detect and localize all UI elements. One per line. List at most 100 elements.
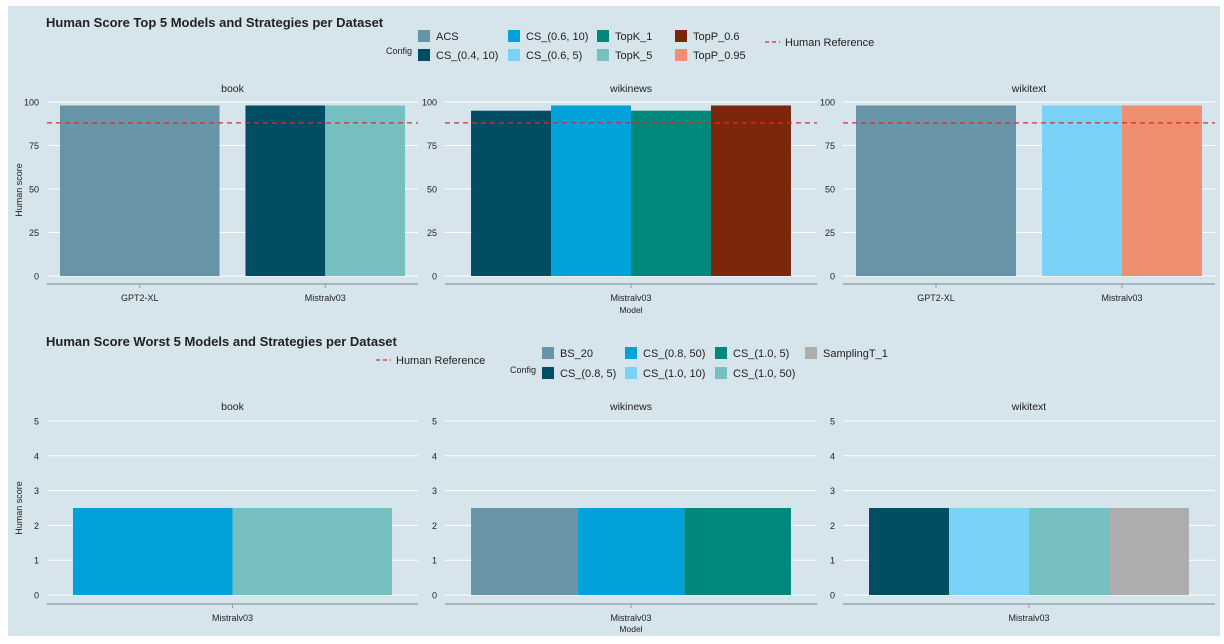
bar-mistralv03-cs-0-6-10 bbox=[551, 105, 631, 276]
legend-swatch-cs-0-4-10 bbox=[418, 49, 430, 61]
bar-mistralv03-cs-0-8-5 bbox=[869, 508, 950, 595]
legend-label-cs-1-0-10: CS_(1.0, 10) bbox=[643, 368, 705, 380]
bar-mistralv03-cs-0-4-10 bbox=[245, 105, 326, 276]
bar-mistralv03-cs-0-6-5 bbox=[1042, 105, 1122, 276]
legend-swatch-cs-0-8-5 bbox=[542, 367, 554, 379]
legend-label-cs-1-0-5: CS_(1.0, 5) bbox=[733, 348, 789, 360]
top-legend-reference-label: Human Reference bbox=[785, 37, 874, 49]
y-tick-label: 1 bbox=[830, 556, 835, 566]
bar-gpt2-xl-acs bbox=[59, 105, 220, 276]
x-tick-label: Mistralv03 bbox=[1101, 293, 1142, 303]
legend-swatch-topp-0-6 bbox=[675, 30, 687, 42]
y-tick-label: 50 bbox=[825, 185, 835, 195]
y-tick-label: 4 bbox=[34, 451, 39, 461]
bottom-x-axis-label: Model bbox=[619, 624, 642, 634]
y-tick-label: 75 bbox=[825, 141, 835, 151]
bar-mistralv03-topp-0-95 bbox=[1122, 105, 1202, 276]
y-tick-label: 2 bbox=[34, 521, 39, 531]
top-chart-panels: book 0 25 50 75 100 GPT2-XL Mistralv03 wikinews 0… bbox=[24, 83, 1215, 303]
bar-mistralv03-bs-20 bbox=[471, 508, 578, 595]
legend-label-bs-20: BS_20 bbox=[560, 348, 593, 360]
x-tick-label: GPT2-XL bbox=[917, 293, 955, 303]
y-tick-label: 75 bbox=[29, 141, 39, 151]
legend-swatch-cs-0-8-50 bbox=[625, 347, 637, 359]
top-panel-wikinews: wikinews 0 25 50 75 100 Mistralv03 bbox=[422, 83, 817, 303]
top-legend-title: Config bbox=[386, 46, 412, 56]
y-tick-label: 0 bbox=[830, 591, 835, 601]
bar-mistralv03-cs-0-4-10 bbox=[471, 110, 552, 276]
legend-label-topp-0-95: TopP_0.95 bbox=[693, 50, 746, 62]
bottom-panel-wikitext: wikitext 0 1 2 3 4 5 Mistralv03 bbox=[830, 401, 1215, 623]
legend-swatch-bs-20 bbox=[542, 347, 554, 359]
x-tick-label: GPT2-XL bbox=[121, 293, 159, 303]
bottom-chart-legend: Human Reference Config BS_20 CS_(0.8, 50)… bbox=[376, 347, 888, 380]
legend-swatch-cs-1-0-50 bbox=[715, 367, 727, 379]
bar-mistralv03-cs-1-0-50 bbox=[232, 508, 393, 595]
y-tick-label: 2 bbox=[432, 521, 437, 531]
y-tick-label: 4 bbox=[432, 451, 437, 461]
bottom-chart-title: Human Score Worst 5 Models and Strategie… bbox=[46, 334, 398, 349]
top-x-axis-label: Model bbox=[619, 305, 642, 315]
y-tick-label: 0 bbox=[830, 272, 835, 282]
y-tick-label: 100 bbox=[422, 98, 437, 108]
legend-label-cs-0-6-10: CS_(0.6, 10) bbox=[526, 31, 588, 43]
bar-mistralv03-cs-1-0-5 bbox=[684, 508, 791, 595]
legend-swatch-topp-0-95 bbox=[675, 49, 687, 61]
facet-label: wikinews bbox=[609, 83, 652, 95]
y-tick-label: 3 bbox=[830, 486, 835, 496]
top-panel-wikitext: wikitext 0 25 50 75 100 GPT2-XL Mistralv03 bbox=[820, 83, 1215, 303]
y-tick-label: 3 bbox=[432, 486, 437, 496]
y-tick-label: 0 bbox=[34, 272, 39, 282]
y-tick-label: 2 bbox=[830, 521, 835, 531]
facet-label: wikitext bbox=[1011, 83, 1047, 95]
x-tick-label: Mistralv03 bbox=[212, 613, 253, 623]
facet-label: wikitext bbox=[1011, 401, 1047, 413]
legend-label-cs-0-4-10: CS_(0.4, 10) bbox=[436, 50, 498, 62]
bar-mistralv03-cs-0-8-50 bbox=[72, 508, 233, 595]
y-tick-label: 4 bbox=[830, 451, 835, 461]
legend-swatch-topk-5 bbox=[597, 49, 609, 61]
top-chart-title: Human Score Top 5 Models and Strategies … bbox=[46, 15, 384, 30]
y-tick-label: 50 bbox=[427, 185, 437, 195]
legend-swatch-acs bbox=[418, 30, 430, 42]
y-tick-label: 50 bbox=[29, 185, 39, 195]
legend-swatch-topk-1 bbox=[597, 30, 609, 42]
legend-swatch-cs-0-6-5 bbox=[508, 49, 520, 61]
y-tick-label: 3 bbox=[34, 486, 39, 496]
legend-label-cs-1-0-50: CS_(1.0, 50) bbox=[733, 368, 795, 380]
legend-swatch-cs-1-0-10 bbox=[625, 367, 637, 379]
legend-label-cs-0-6-5: CS_(0.6, 5) bbox=[526, 50, 582, 62]
bottom-chart-panels: book 0 1 2 3 4 5 Mistralv03 wikinews 0 1 2 3 4 5 Mistra… bbox=[34, 401, 1215, 623]
legend-label-topp-0-6: TopP_0.6 bbox=[693, 31, 739, 43]
x-tick-label: Mistralv03 bbox=[610, 293, 651, 303]
bar-mistralv03-topk-5 bbox=[325, 105, 406, 276]
legend-label-cs-0-8-50: CS_(0.8, 50) bbox=[643, 348, 705, 360]
bar-mistralv03-topp-0-6 bbox=[710, 105, 791, 276]
x-tick-label: Mistralv03 bbox=[1008, 613, 1049, 623]
legend-swatch-cs-0-6-10 bbox=[508, 30, 520, 42]
bottom-panel-book: book 0 1 2 3 4 5 Mistralv03 bbox=[34, 401, 418, 623]
x-tick-label: Mistralv03 bbox=[305, 293, 346, 303]
y-tick-label: 1 bbox=[34, 556, 39, 566]
legend-label-acs: ACS bbox=[436, 31, 459, 43]
top-chart-legend: Config Human Reference ACS CS_(0.6, 10) To… bbox=[386, 30, 874, 62]
legend-label-samplingt-1: SamplingT_1 bbox=[823, 348, 888, 360]
bar-mistralv03-cs-1-0-10 bbox=[949, 508, 1029, 595]
top-panel-book: book 0 25 50 75 100 GPT2-XL Mistralv03 bbox=[24, 83, 418, 303]
legend-swatch-cs-1-0-5 bbox=[715, 347, 727, 359]
y-tick-label: 5 bbox=[34, 417, 39, 427]
bar-mistralv03-cs-1-0-50 bbox=[1029, 508, 1109, 595]
bottom-chart: Human Score Worst 5 Models and Strategie… bbox=[14, 334, 1215, 634]
facet-label: book bbox=[221, 83, 245, 95]
x-tick-label: Mistralv03 bbox=[610, 613, 651, 623]
y-tick-label: 0 bbox=[432, 591, 437, 601]
y-tick-label: 75 bbox=[427, 141, 437, 151]
bottom-panel-wikinews: wikinews 0 1 2 3 4 5 Mistralv03 bbox=[432, 401, 817, 623]
y-tick-label: 100 bbox=[24, 98, 39, 108]
y-tick-label: 0 bbox=[34, 591, 39, 601]
legend-label-topk-1: TopK_1 bbox=[615, 31, 652, 43]
y-tick-label: 100 bbox=[820, 98, 835, 108]
bar-mistralv03-topk-1 bbox=[631, 110, 711, 276]
y-tick-label: 5 bbox=[830, 417, 835, 427]
